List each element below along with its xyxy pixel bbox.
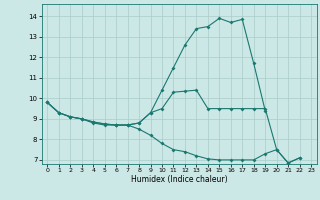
X-axis label: Humidex (Indice chaleur): Humidex (Indice chaleur) [131, 175, 228, 184]
